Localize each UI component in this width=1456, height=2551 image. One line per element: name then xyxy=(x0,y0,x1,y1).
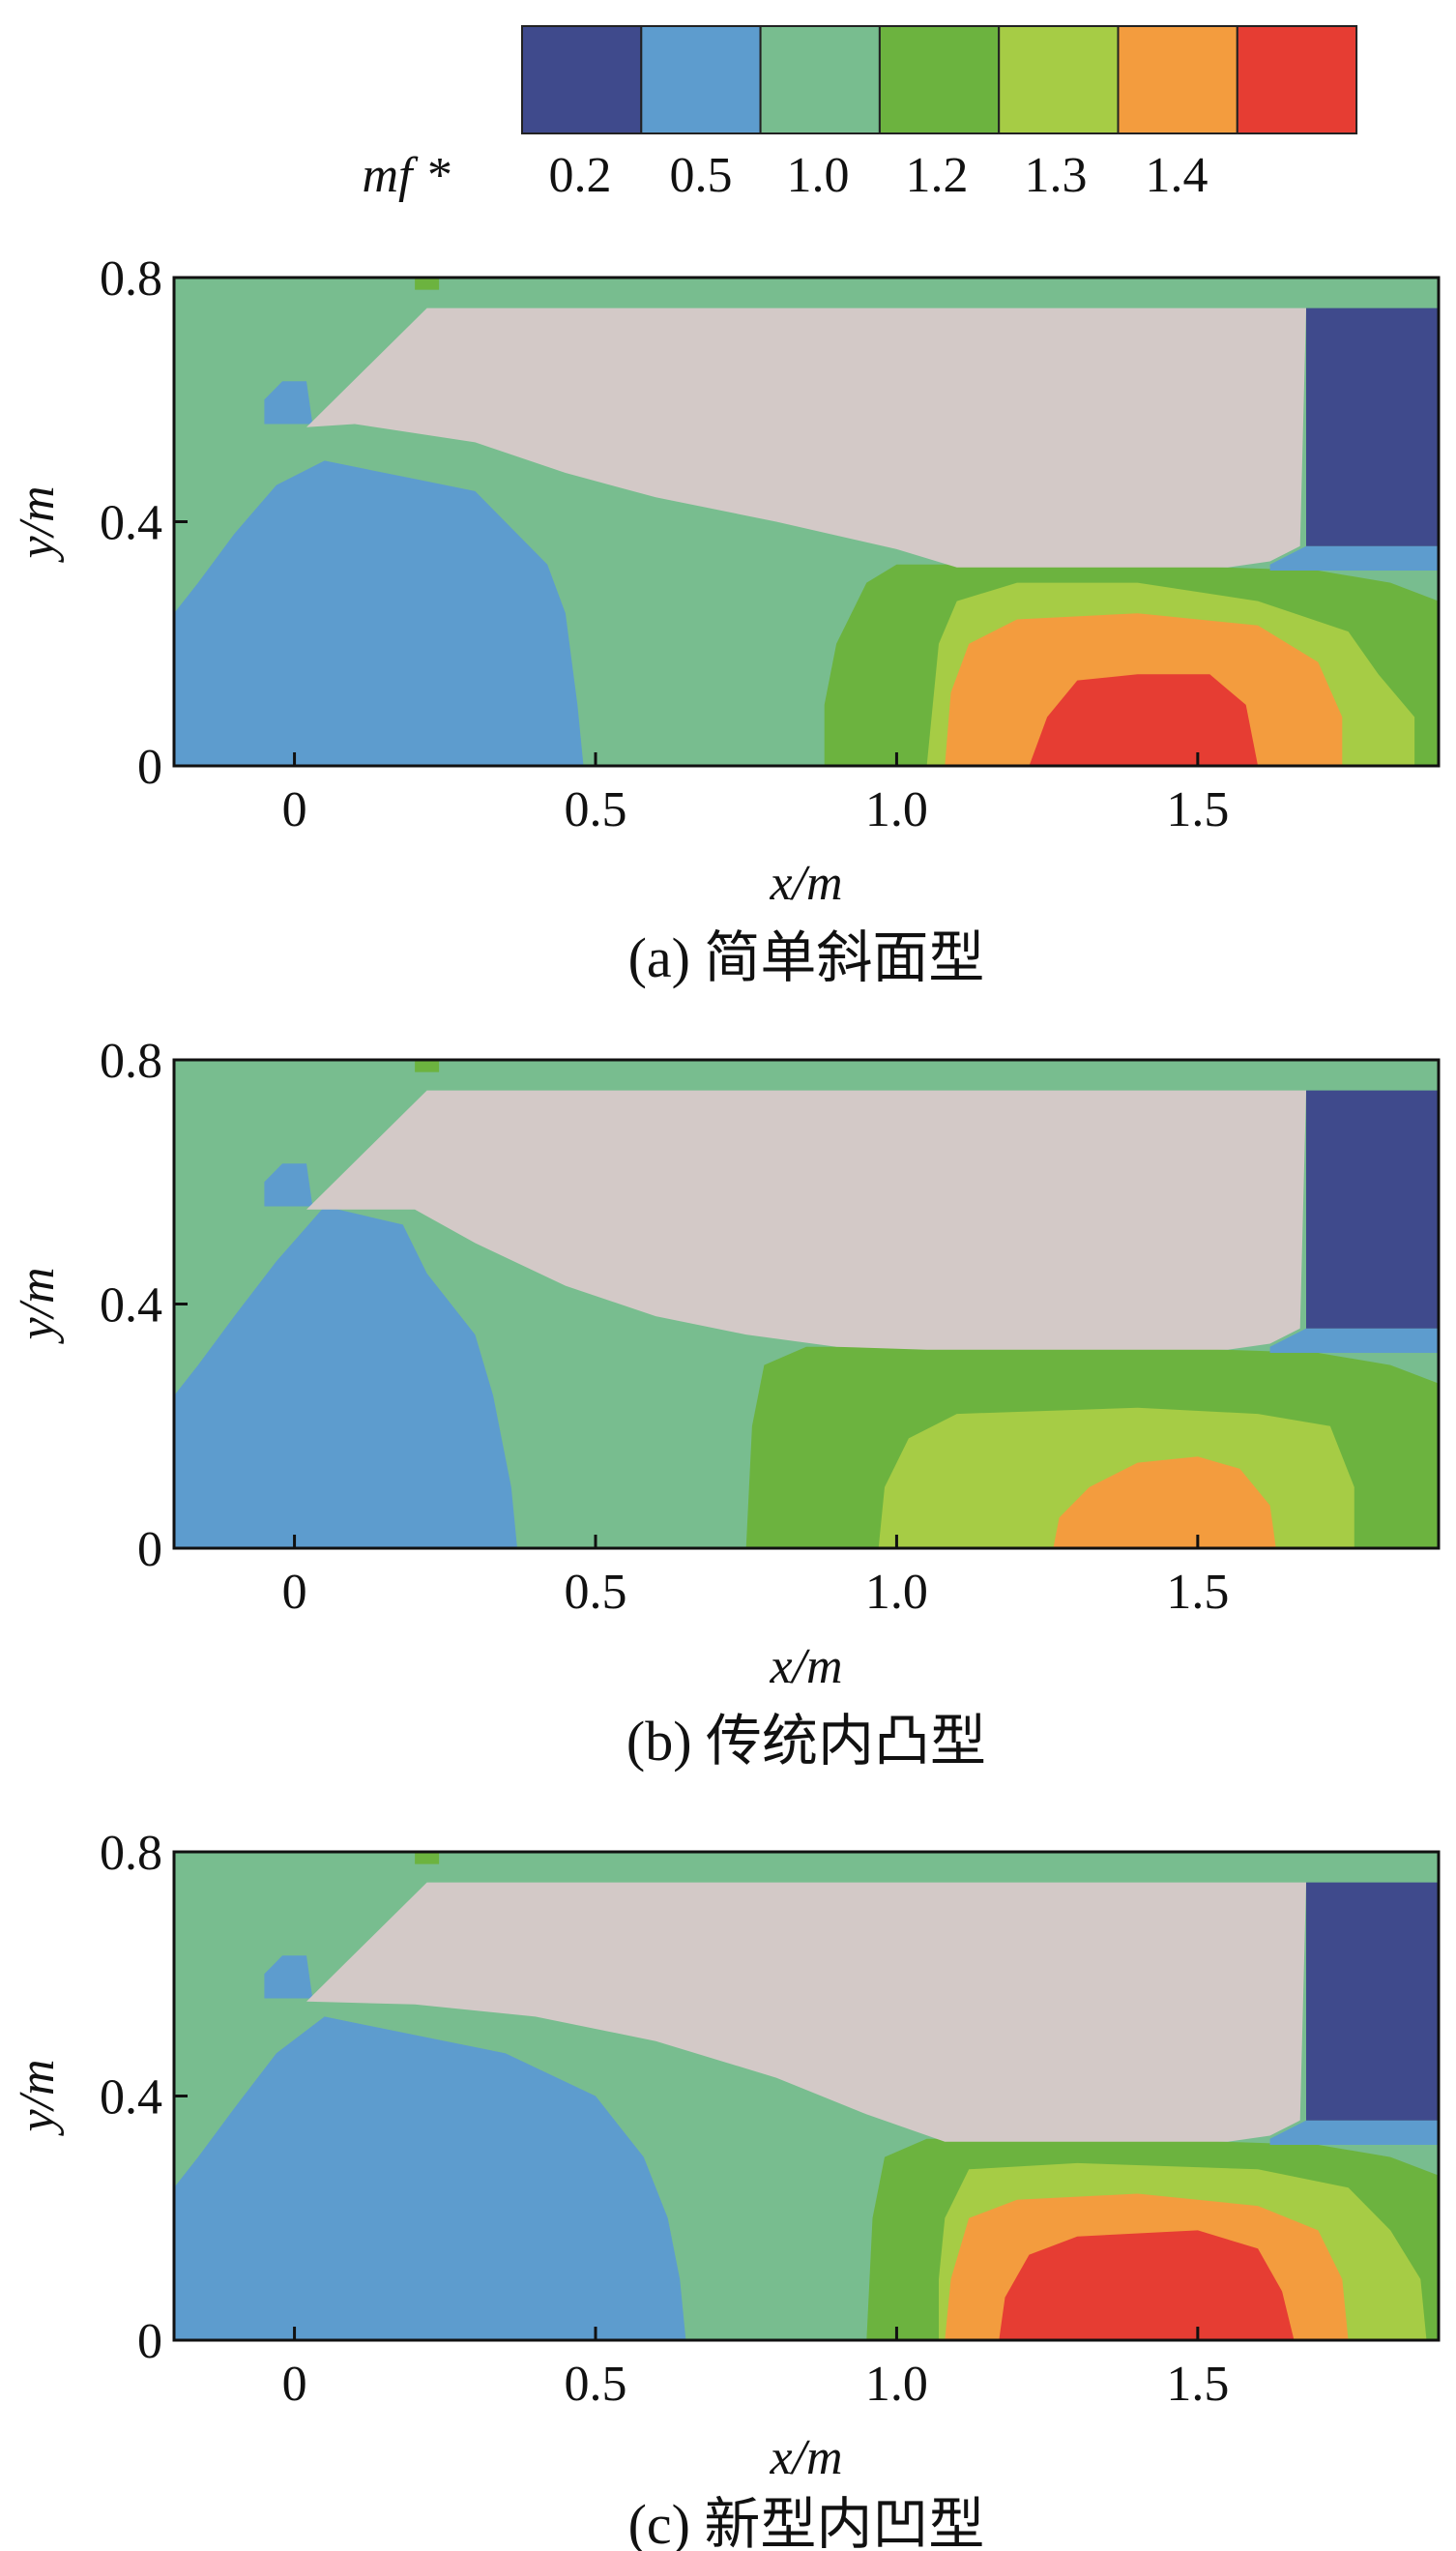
contour-region xyxy=(174,460,584,766)
contour-region xyxy=(1269,545,1439,571)
colorbar-tick-label: 1.0 xyxy=(787,148,850,203)
contour-region xyxy=(1269,2120,1439,2145)
x-tick-label: 0 xyxy=(282,2357,307,2412)
colorbar-swatch xyxy=(640,25,762,134)
colorbar-tick-label: 1.4 xyxy=(1146,148,1208,203)
colorbar-swatch xyxy=(1236,25,1358,134)
colorbar-swatch xyxy=(998,25,1120,134)
colorbar-swatch xyxy=(878,25,1001,134)
x-tick-label: 0 xyxy=(282,1565,307,1620)
y-tick-label: 0.8 xyxy=(100,1034,162,1089)
panel-c-ticks: 0 0.5 1.0 1.5 0 0.4 0.8 xyxy=(100,1826,1229,2412)
panel-a-plot-area xyxy=(174,278,1439,766)
contour-region xyxy=(264,381,313,425)
y-tick-label: 0.4 xyxy=(100,1278,162,1334)
x-tick-label: 1.0 xyxy=(865,2357,928,2412)
y-tick-label: 0.8 xyxy=(100,251,162,307)
obstacle-shape xyxy=(306,308,1306,568)
y-tick-label: 0.4 xyxy=(100,2070,162,2126)
contour-region xyxy=(174,1206,517,1548)
x-tick-label: 0.5 xyxy=(565,2357,627,2412)
x-tick-label: 0.5 xyxy=(565,1565,627,1620)
panel-a-ylabel: y/m xyxy=(10,485,65,563)
y-tick-label: 0 xyxy=(137,1522,162,1577)
colorbar-legend: mf * 0.2 0.5 1.0 1.2 1.3 1.4 xyxy=(363,25,1358,203)
y-tick-label: 0.4 xyxy=(100,496,162,551)
colorbar-tick-label: 1.3 xyxy=(1025,148,1088,203)
contour-region xyxy=(174,2016,686,2340)
contour-region xyxy=(1053,1456,1276,1548)
panel-c-plot-area xyxy=(174,1852,1439,2340)
contour-region xyxy=(1306,1882,1439,2121)
colorbar-tick-label: 0.5 xyxy=(670,148,733,203)
panel-a-caption: (a) 简单斜面型 xyxy=(628,926,985,989)
panel-c: 0 0.5 1.0 1.5 0 0.4 0.8 x/m y/m (c) 新型内凹型 xyxy=(10,1826,1441,2551)
contour-region xyxy=(264,1955,313,1999)
x-tick-label: 0 xyxy=(282,782,307,837)
y-tick-label: 0.8 xyxy=(100,1826,162,1881)
contour-region xyxy=(415,1852,440,1864)
colorbar-swatches xyxy=(521,25,1358,134)
y-tick-label: 0 xyxy=(137,2314,162,2369)
panel-b-ylabel: y/m xyxy=(10,1267,65,1344)
contour-region xyxy=(415,278,440,290)
panel-a-xlabel: x/m xyxy=(769,856,842,911)
contour-region xyxy=(1029,674,1259,766)
panel-b-caption: (b) 传统内凸型 xyxy=(626,1710,986,1773)
x-tick-label: 1.0 xyxy=(865,782,928,837)
x-tick-label: 1.5 xyxy=(1166,2357,1229,2412)
obstacle-shape xyxy=(306,1090,1306,1350)
panel-b-plot-area xyxy=(174,1060,1439,1548)
colorbar-swatch xyxy=(759,25,881,134)
obstacle-shape xyxy=(306,1882,1306,2142)
colorbar-swatch xyxy=(1117,25,1238,134)
y-tick-label: 0 xyxy=(137,740,162,795)
contour-region xyxy=(1269,1328,1439,1353)
x-tick-label: 1.5 xyxy=(1166,782,1229,837)
panel-c-ylabel: y/m xyxy=(10,2059,65,2136)
x-tick-label: 0.5 xyxy=(565,782,627,837)
panel-c-xlabel: x/m xyxy=(769,2430,842,2485)
panel-b-xlabel: x/m xyxy=(769,1639,842,1694)
colorbar-title: mf * xyxy=(363,148,451,203)
panel-b: 0 0.5 1.0 1.5 0 0.4 0.8 x/m y/m (b) 传统内凸型 xyxy=(10,1034,1441,1773)
x-tick-label: 1.0 xyxy=(865,1565,928,1620)
x-tick-label: 1.5 xyxy=(1166,1565,1229,1620)
contour-region xyxy=(415,1060,440,1072)
contour-region xyxy=(999,2230,1295,2340)
contour-region xyxy=(1306,308,1439,546)
panel-b-ticks: 0 0.5 1.0 1.5 0 0.4 0.8 xyxy=(100,1034,1229,1620)
contour-region xyxy=(1306,1090,1439,1329)
colorbar-tick-label: 0.2 xyxy=(549,148,612,203)
colorbar-swatch xyxy=(521,25,643,134)
contour-region xyxy=(264,1163,313,1207)
colorbar-tick-label: 1.2 xyxy=(906,148,969,203)
panel-a: 0 0.5 1.0 1.5 0 0.4 0.8 x/m y/m (a) 简单斜面型 xyxy=(10,251,1441,989)
panel-c-caption: (c) 新型内凹型 xyxy=(628,2493,985,2551)
panel-a-ticks: 0 0.5 1.0 1.5 0 0.4 0.8 xyxy=(100,251,1229,837)
